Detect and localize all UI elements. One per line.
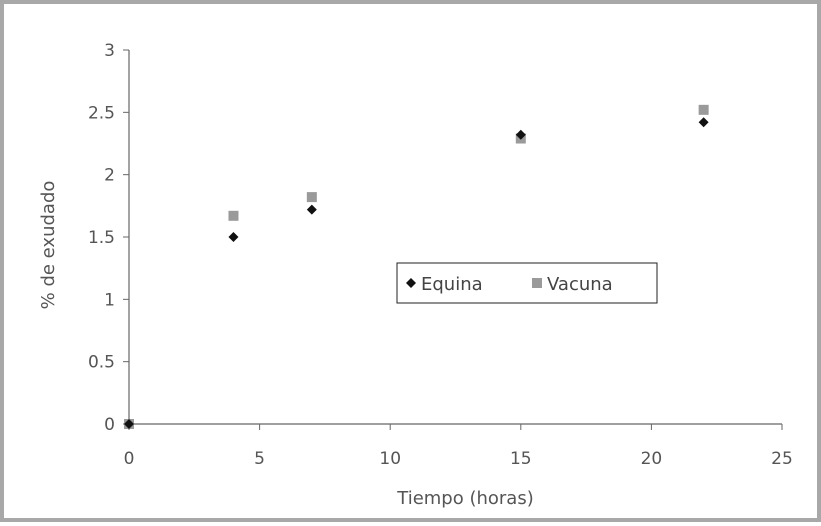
y-tick-label: 0.5: [88, 353, 115, 373]
equina-point: [698, 117, 709, 128]
axes: [128, 50, 782, 425]
x-tick-label: 5: [254, 449, 265, 469]
equina-point: [515, 129, 526, 140]
legend-marker-vacuna: [532, 278, 542, 288]
equina-point: [228, 232, 239, 242]
vacuna-point: [228, 210, 239, 221]
x-tick-label: 15: [510, 449, 532, 469]
scatter-chart: 0 5 10 15 20 25 0 0.5 1 1.5 2 2.5 3 Tiempo (horas) %…: [38, 41, 793, 509]
y-tick-label: 1.5: [88, 228, 115, 248]
ticks: 0 5 10 15 20 25 0 0.5 1 1.5 2 2.5 3: [88, 41, 793, 469]
legend-box: [396, 262, 658, 304]
data-points: [124, 104, 709, 429]
legend-label-vacuna: Vacuna: [547, 274, 613, 295]
y-tick-label: 3: [104, 41, 115, 61]
y-axis-title: % de exudado: [38, 181, 59, 310]
legend-label-equina: Equina: [421, 274, 483, 295]
y-tick-label: 0: [104, 415, 115, 435]
vacuna-point: [698, 104, 709, 115]
legend: Equina Vacuna: [396, 262, 658, 304]
y-tick-label: 2: [104, 166, 115, 186]
x-tick-label: 25: [771, 449, 793, 469]
y-tick-label: 2.5: [88, 103, 115, 123]
x-axis-title: Tiempo (horas): [396, 488, 534, 509]
equina-point: [306, 204, 317, 215]
equina-point: [124, 419, 134, 429]
x-tick-label: 0: [124, 449, 135, 469]
x-tick-label: 10: [379, 449, 401, 469]
legend-marker-equina: [406, 278, 416, 288]
vacuna-point: [306, 192, 317, 203]
y-tick-label: 1: [104, 290, 115, 310]
x-tick-label: 20: [641, 449, 663, 469]
